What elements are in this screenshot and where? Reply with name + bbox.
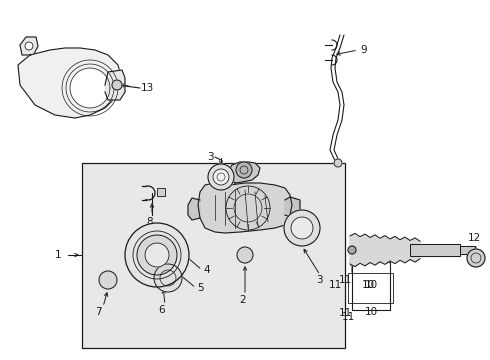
Bar [157,188,165,196]
Circle shape [291,217,313,239]
Bar [410,244,460,256]
Text: 11: 11 [342,312,355,322]
Circle shape [284,210,320,246]
Text: 10: 10 [365,280,378,290]
Bar [410,244,460,256]
Polygon shape [18,48,122,118]
Polygon shape [105,70,125,100]
Text: 9: 9 [360,45,367,55]
Bar [348,273,393,303]
Bar [460,246,475,254]
Text: 2: 2 [239,295,245,305]
Polygon shape [350,233,420,267]
Circle shape [154,264,182,292]
Text: 13: 13 [141,83,154,93]
Text: 11: 11 [329,280,342,290]
Circle shape [334,159,342,167]
Circle shape [72,70,108,106]
Text: 8: 8 [146,217,152,227]
Circle shape [348,246,356,254]
Polygon shape [285,197,300,217]
Text: 5: 5 [197,283,204,293]
Text: 4: 4 [203,265,210,275]
Text: 11: 11 [339,308,352,318]
Circle shape [25,42,33,50]
Circle shape [236,162,252,178]
Polygon shape [198,183,292,233]
Text: 3: 3 [316,275,322,285]
Text: 12: 12 [468,233,481,243]
Text: 7: 7 [95,307,101,317]
Polygon shape [20,37,38,55]
Circle shape [237,247,253,263]
Circle shape [208,164,234,190]
Text: 1: 1 [55,250,62,260]
Circle shape [137,235,177,275]
Text: 10: 10 [365,307,378,317]
Text: 11: 11 [339,275,352,285]
Circle shape [145,243,169,267]
Circle shape [125,223,189,287]
Text: 3: 3 [207,152,214,162]
Bar [460,246,475,254]
Polygon shape [228,162,260,183]
Circle shape [112,80,122,90]
Circle shape [99,271,117,289]
Circle shape [213,169,229,185]
Text: 6: 6 [158,305,165,315]
Bar [157,188,165,196]
Bar [82,163,345,348]
Text: 10: 10 [362,280,375,290]
Circle shape [467,249,485,267]
Polygon shape [188,198,200,220]
